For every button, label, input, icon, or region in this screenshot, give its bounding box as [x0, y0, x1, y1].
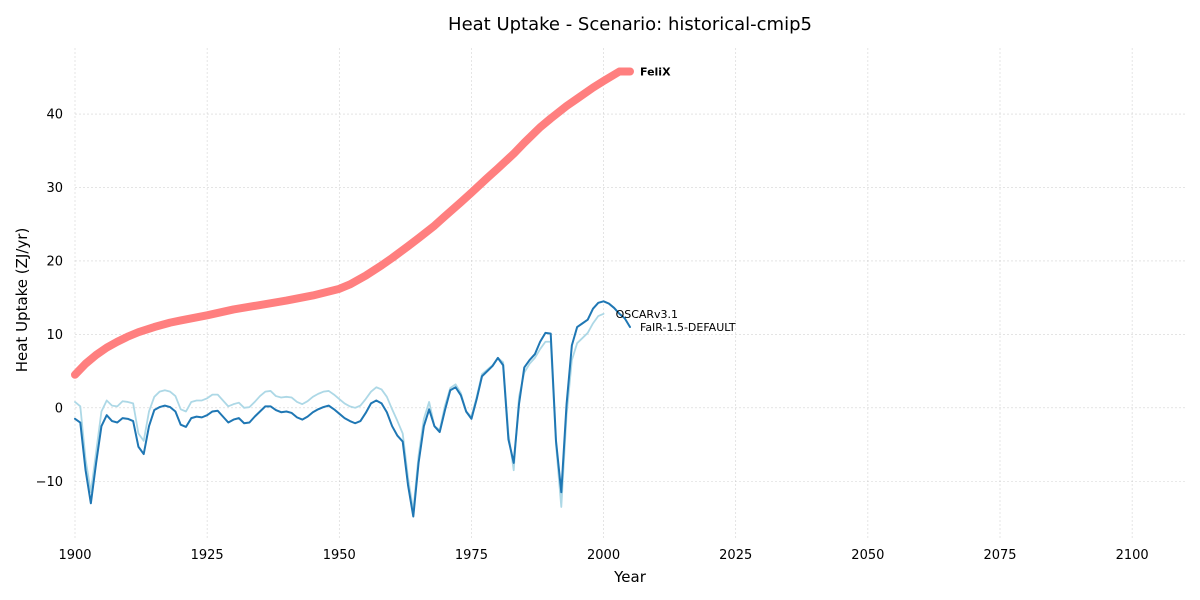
- x-tick-label: 1975: [455, 548, 488, 563]
- series-label-fair-1-5-default: FaIR-1.5-DEFAULT: [640, 321, 736, 334]
- x-tick-label: 2075: [983, 548, 1016, 563]
- x-tick-label: 1925: [191, 548, 224, 563]
- grid: [74, 48, 1185, 540]
- x-axis-label: Year: [613, 568, 647, 586]
- y-tick-label: 10: [46, 328, 63, 343]
- y-tick-label: 20: [46, 254, 63, 269]
- y-tick-label: 30: [46, 181, 63, 196]
- x-tick-label: 1900: [58, 548, 91, 563]
- y-tick-label: 0: [55, 401, 63, 416]
- x-tick-label: 2025: [719, 548, 752, 563]
- x-tick-label: 2050: [851, 548, 884, 563]
- series-lines: [71, 67, 634, 518]
- x-tick-label: 2100: [1116, 548, 1149, 563]
- y-tick-label: 40: [46, 108, 63, 123]
- series-line-felix: [71, 67, 634, 379]
- y-tick-label: −10: [36, 475, 63, 490]
- series-label-oscarv3-1: OSCARv3.1: [616, 308, 679, 321]
- x-tick-label: 2000: [587, 548, 620, 563]
- x-axis: 1900 1925 1950 1975 2000 2025 2050 2075 2100: [58, 548, 1148, 563]
- series-line-fair-1-5-default: [74, 300, 631, 518]
- series-label-felix: FeliX: [640, 65, 671, 78]
- x-tick-label: 1950: [323, 548, 356, 563]
- y-axis: −10 0 10 20 30 40: [36, 108, 63, 490]
- y-axis-label: Heat Uptake (ZJ/yr): [13, 228, 31, 373]
- chart-title: Heat Uptake - Scenario: historical-cmip5: [448, 14, 812, 35]
